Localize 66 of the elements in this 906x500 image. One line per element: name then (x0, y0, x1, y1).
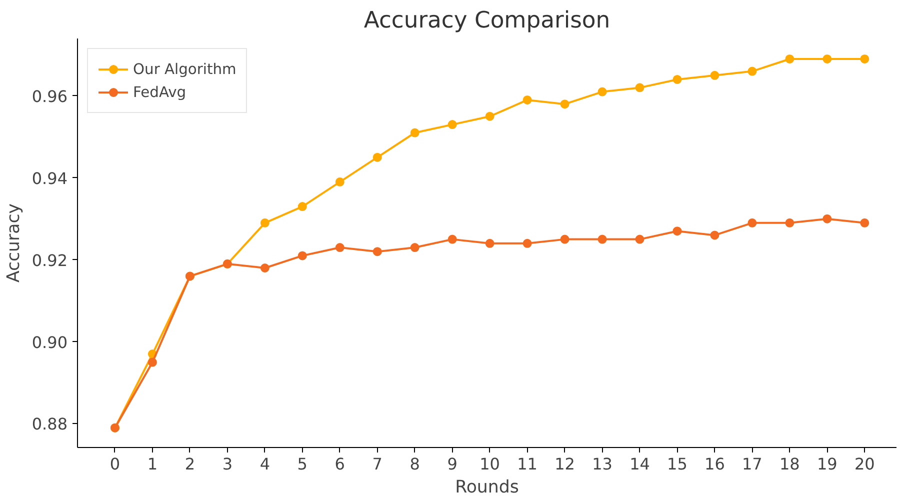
point (148, 358, 157, 367)
point (522, 95, 532, 104)
x-tick-label: 20 (854, 454, 875, 474)
chart-title: Accuracy Comparison (364, 8, 610, 34)
point (298, 202, 307, 212)
x-tick-label: 15 (667, 454, 688, 474)
x-tick-label: 7 (372, 454, 382, 474)
y-tick-label: 0.94 (32, 168, 68, 188)
x-tick-label: 17 (742, 454, 762, 474)
x-tick-label: 1 (147, 454, 158, 474)
point (785, 218, 794, 228)
y-tick-label: 0.92 (32, 250, 68, 270)
point (448, 120, 457, 130)
point (860, 54, 870, 64)
x-tick-label: 12 (554, 454, 575, 474)
point (822, 54, 832, 64)
x-tick-label: 4 (260, 454, 270, 474)
legend-label: Our Algorithm (133, 60, 236, 78)
point (748, 218, 757, 228)
point (672, 74, 682, 84)
y-tick-label: 0.90 (32, 332, 68, 352)
x-tick-label: 10 (480, 454, 500, 474)
point (335, 243, 344, 252)
x-tick-label: 5 (297, 454, 308, 474)
point (635, 234, 644, 244)
point (822, 214, 832, 224)
y-tick-label: 0.96 (32, 86, 68, 106)
point (710, 70, 720, 80)
point (372, 247, 382, 256)
point (410, 243, 420, 252)
point (560, 100, 570, 109)
point (672, 226, 682, 236)
point (372, 152, 382, 162)
point (485, 112, 494, 121)
point (748, 66, 757, 76)
x-tick-label: 9 (447, 454, 458, 474)
point (485, 238, 494, 248)
x-tick-label: 8 (410, 454, 420, 474)
y-axis-title: Accuracy (4, 203, 24, 283)
point (785, 54, 794, 64)
x-tick-label: 19 (816, 454, 838, 474)
point (410, 128, 420, 138)
x-tick-label: 13 (592, 454, 612, 474)
x-tick-label: 3 (222, 454, 233, 474)
point (260, 218, 270, 228)
point (598, 234, 607, 244)
y-tick-label: 0.88 (32, 414, 68, 434)
point (260, 264, 270, 272)
x-tick-label: 14 (630, 454, 650, 474)
point (522, 238, 532, 248)
point (598, 87, 607, 96)
x-tick-label: 2 (184, 454, 196, 474)
x-tick-label: 11 (517, 454, 538, 474)
x-tick-label: 16 (704, 454, 725, 474)
point (860, 218, 870, 228)
x-tick-label: 18 (779, 454, 800, 474)
x-axis-title: Rounds (455, 478, 519, 498)
point (448, 234, 457, 244)
point (635, 83, 644, 92)
point (298, 251, 307, 260)
x-tick-label: 0 (110, 454, 120, 474)
point (710, 230, 720, 240)
x-tick-label: 6 (334, 454, 345, 474)
point (335, 177, 344, 186)
legend-label: FedAvg (133, 84, 186, 100)
point (560, 234, 570, 244)
